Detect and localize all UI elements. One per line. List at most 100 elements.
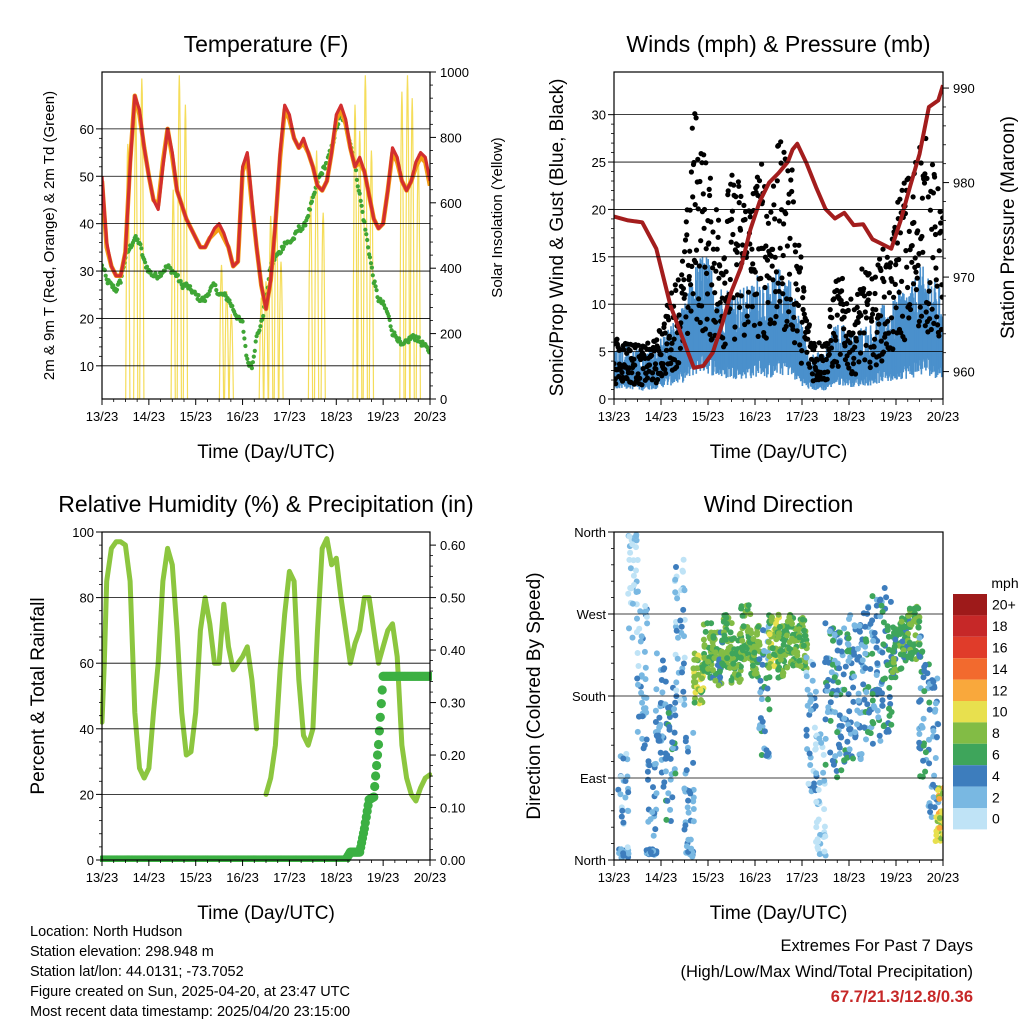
gust-point (771, 202, 777, 208)
gust-point (767, 321, 773, 327)
gust-point (722, 341, 728, 347)
direction-point (899, 638, 906, 645)
direction-point (813, 838, 819, 845)
dewpoint-point (389, 328, 394, 333)
dewpoint-point (366, 245, 371, 250)
gust-point (841, 326, 847, 332)
dewpoint-point (292, 236, 297, 241)
direction-point (920, 674, 927, 681)
gust-point (910, 281, 917, 287)
direction-point (918, 722, 925, 729)
gust-point (763, 243, 769, 249)
direction-point (879, 608, 886, 615)
gust-point (774, 304, 780, 310)
direction-point (867, 666, 874, 672)
gust-point (632, 362, 638, 368)
gust-point (706, 186, 712, 192)
gust-point (682, 292, 688, 298)
direction-point (625, 590, 632, 597)
gust-point (796, 242, 802, 248)
x-tick-label: 19/23 (880, 870, 913, 885)
direction-point (690, 729, 697, 736)
direction-point (685, 809, 692, 816)
colorbar-swatch (953, 808, 987, 830)
direction-point (887, 701, 894, 707)
y-tick-label: 20 (80, 787, 94, 802)
dewpoint-point (143, 260, 148, 265)
gust-point (614, 336, 620, 342)
direction-point (653, 650, 660, 657)
direction-point (784, 664, 791, 671)
direction-point (671, 766, 678, 773)
direction-point (824, 687, 831, 694)
gust-point (929, 306, 935, 312)
direction-point (921, 668, 928, 674)
gust-point (781, 221, 787, 227)
direction-point (758, 696, 765, 703)
gust-point (907, 306, 914, 313)
gust-point (904, 264, 910, 270)
x-tick-label: 15/23 (179, 870, 212, 885)
gust-point (917, 304, 923, 310)
direction-point (727, 664, 733, 671)
direction-point (671, 706, 678, 712)
colorbar-swatch (953, 786, 987, 808)
y-tick-label: 50 (80, 169, 94, 184)
direction-point (673, 627, 680, 634)
colorbar-swatch (953, 615, 987, 637)
direction-point (851, 673, 858, 680)
gust-point (938, 228, 943, 234)
gust-point (742, 216, 748, 223)
direction-point (891, 643, 898, 650)
gust-point (800, 306, 806, 313)
gust-point (725, 192, 731, 198)
direction-point (801, 627, 808, 634)
dewpoint-point (178, 279, 183, 284)
gust-point (797, 342, 803, 348)
direction-point (737, 630, 744, 637)
direction-point (631, 582, 637, 588)
dewpoint-point (240, 319, 245, 324)
direction-point (840, 671, 847, 678)
gust-point (712, 290, 718, 296)
gust-point (738, 193, 744, 199)
dewpoint-point (249, 366, 254, 371)
gust-point (694, 316, 700, 322)
gust-point (783, 323, 789, 329)
gust-point (690, 291, 696, 297)
right-tick-label: 0 (440, 392, 447, 407)
gust-point (867, 364, 873, 371)
direction-point (807, 692, 814, 699)
gust-point (930, 255, 936, 261)
gust-point (773, 269, 780, 275)
direction-point (751, 670, 758, 677)
solar-insolation-spike (268, 215, 274, 399)
solar-insolation-spike (320, 212, 326, 399)
dewpoint-point (196, 293, 201, 298)
gust-point (652, 361, 659, 367)
gust-point (916, 323, 922, 329)
x-tick-label: 15/23 (692, 870, 725, 885)
gust-point (893, 305, 899, 311)
gust-point (881, 294, 887, 300)
direction-point (620, 819, 627, 826)
gust-point (788, 177, 794, 183)
y-tick-label: West (577, 607, 607, 622)
gust-point (725, 188, 731, 194)
direction-point (928, 814, 935, 820)
gust-point (873, 307, 879, 313)
direction-point (835, 679, 842, 686)
direction-point (756, 725, 763, 732)
direction-point (845, 635, 852, 642)
direction-point (936, 815, 943, 821)
direction-point (629, 600, 636, 607)
direction-point (690, 759, 697, 766)
dewpoint-point (214, 288, 219, 293)
direction-point (933, 734, 940, 740)
gust-point (918, 313, 925, 319)
gust-point (850, 330, 856, 336)
gust-point (827, 323, 833, 329)
colorbar-swatch (953, 743, 987, 766)
direction-point (681, 701, 688, 708)
gust-point (696, 263, 703, 269)
